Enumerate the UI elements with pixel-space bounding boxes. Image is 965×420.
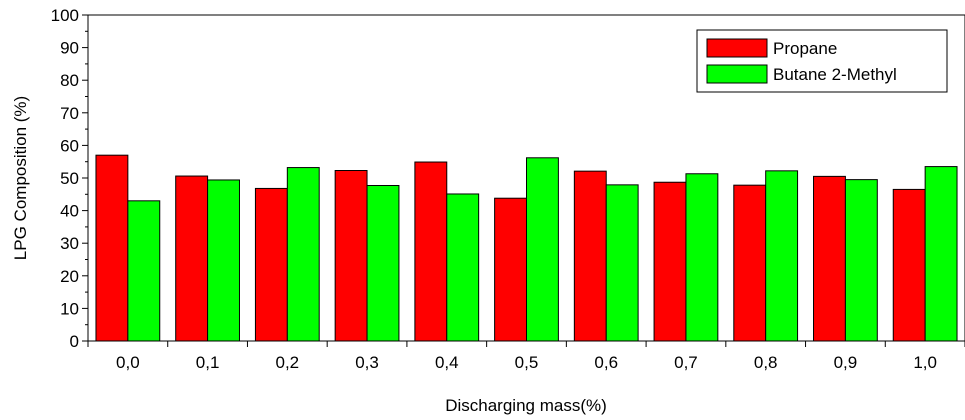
- x-tick-label: 0,2: [275, 353, 299, 372]
- bar-propane-1: [175, 175, 209, 342]
- bar-butane-0: [127, 200, 161, 342]
- x-tick-label: 0,3: [355, 353, 379, 372]
- bar-propane-10: [892, 188, 926, 342]
- bar-butane-5: [526, 157, 559, 342]
- bar-propane-7: [653, 181, 687, 342]
- x-tick-label: 0,5: [515, 353, 539, 372]
- x-ticks-group: 0,0 0,1 0,2 0,3 0,4 0,5 0,6 0,7 0,8 0,9 1,0: [87, 341, 965, 372]
- x-tick-label: 0,4: [435, 353, 459, 372]
- x-tick-label: 0,0: [116, 353, 140, 372]
- y-ticks-group: 0 10 20 30 40 50 60 70 80 90 100: [51, 6, 88, 351]
- bar-propane-9: [813, 175, 846, 342]
- legend-swatch-butane: [706, 64, 768, 84]
- legend-swatch-propane: [706, 38, 768, 58]
- bars-group: [95, 154, 958, 342]
- legend: Propane Butane 2-Methyl: [696, 29, 948, 93]
- y-tick-label: 80: [60, 71, 79, 90]
- x-tick-label: 0,8: [754, 353, 778, 372]
- bar-butane-2: [286, 167, 320, 342]
- bar-propane-0: [95, 154, 129, 342]
- x-tick-label: 0,6: [594, 353, 618, 372]
- bar-butane-7: [685, 173, 719, 342]
- bar-propane-2: [254, 187, 288, 342]
- legend-label-propane: Propane: [773, 39, 837, 58]
- y-tick-label: 90: [60, 39, 79, 58]
- bar-butane-3: [366, 185, 400, 342]
- y-axis-title: LPG Composition (%): [11, 96, 30, 260]
- x-tick-label: 1,0: [913, 353, 937, 372]
- y-tick-label: 20: [60, 267, 79, 286]
- bar-butane-10: [924, 166, 958, 342]
- bar-propane-3: [334, 170, 368, 342]
- bar-propane-5: [494, 197, 527, 342]
- x-axis-title: Discharging mass(%): [445, 396, 607, 415]
- y-tick-label: 60: [60, 136, 79, 155]
- x-tick-label: 0,9: [834, 353, 858, 372]
- bar-butane-6: [605, 184, 639, 342]
- x-tick-label: 0,1: [196, 353, 220, 372]
- bar-propane-6: [573, 170, 607, 342]
- x-tick-label: 0,7: [674, 353, 698, 372]
- y-tick-label: 70: [60, 104, 79, 123]
- y-tick-label: 40: [60, 202, 79, 221]
- y-tick-label: 30: [60, 234, 79, 253]
- bar-butane-9: [844, 179, 878, 342]
- y-tick-label: 10: [60, 299, 79, 318]
- y-tick-label: 100: [51, 6, 79, 25]
- bar-propane-8: [733, 184, 767, 342]
- bar-butane-8: [765, 170, 799, 342]
- bar-propane-4: [414, 161, 448, 342]
- bar-butane-1: [207, 179, 240, 342]
- y-tick-label: 50: [60, 169, 79, 188]
- bar-butane-4: [446, 193, 480, 342]
- y-tick-label: 0: [70, 332, 79, 351]
- legend-label-butane: Butane 2-Methyl: [773, 65, 897, 84]
